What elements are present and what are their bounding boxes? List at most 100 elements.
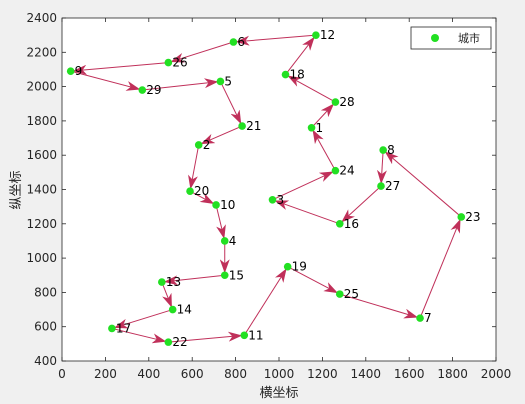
legend: 城市 — [410, 26, 492, 50]
city-label-23: 23 — [465, 210, 480, 224]
y-tick-label: 800 — [34, 285, 57, 299]
route-arrow-16-3 — [274, 200, 340, 225]
route-arrow-12-6 — [235, 34, 316, 46]
route-arrow-11-19 — [243, 268, 287, 336]
city-labels: 1234567891011121314151617181920212223242… — [75, 28, 481, 349]
y-tick-label: 1000 — [26, 251, 57, 265]
city-label-4: 4 — [229, 234, 237, 248]
plot-area — [62, 18, 496, 361]
city-label-6: 6 — [237, 35, 245, 49]
city-point-3 — [268, 195, 277, 204]
city-points — [66, 31, 466, 346]
city-point-13 — [158, 278, 166, 286]
route-arrow-9-29 — [70, 70, 141, 91]
city-point-6 — [229, 38, 238, 46]
city-label-10: 10 — [220, 198, 235, 212]
y-tick-label: 400 — [34, 354, 57, 368]
city-point-27 — [377, 182, 385, 190]
route-arrow-17-22 — [111, 327, 167, 344]
city-point-19 — [283, 262, 292, 271]
city-point-21 — [238, 122, 246, 130]
city-label-12: 12 — [320, 28, 335, 42]
city-label-8: 8 — [387, 143, 395, 157]
city-point-24 — [331, 166, 340, 175]
y-tick-label: 1600 — [26, 148, 57, 162]
route-arrow-22-11 — [168, 331, 243, 343]
route-arrow-19-25 — [287, 266, 338, 294]
x-tick-label: 2000 — [481, 367, 512, 381]
city-point-20 — [186, 187, 194, 196]
route-arrow-24-1 — [312, 129, 336, 171]
axes-box — [61, 17, 497, 362]
y-tick-label: 1200 — [26, 217, 57, 231]
tick-labels: 0 200 400 600 800 1000 1200 1400 1600 1800 2000 400… — [26, 11, 511, 381]
city-point-28 — [331, 98, 340, 106]
route-arrow-1-28 — [311, 103, 335, 129]
route-arrow-23-8 — [384, 151, 462, 218]
city-point-15 — [220, 271, 229, 280]
city-label-18: 18 — [290, 68, 305, 82]
city-label-14: 14 — [177, 303, 192, 317]
city-point-25 — [335, 290, 344, 298]
city-point-26 — [164, 58, 173, 67]
city-point-22 — [164, 338, 173, 346]
x-tick-label: 1600 — [394, 367, 425, 381]
city-point-4 — [220, 237, 229, 245]
city-label-20: 20 — [194, 184, 209, 198]
y-tick-label: 1800 — [26, 114, 57, 128]
city-label-26: 26 — [172, 56, 187, 70]
x-tick-label: 200 — [94, 367, 117, 381]
x-tick-label: 400 — [137, 367, 160, 381]
city-label-9: 9 — [75, 64, 83, 78]
city-point-23 — [457, 213, 466, 221]
route-arrow-14-17 — [113, 309, 173, 329]
city-label-11: 11 — [248, 328, 263, 342]
route-arrow-10-4 — [215, 204, 226, 240]
city-point-7 — [416, 314, 424, 322]
x-tick-label: 1000 — [264, 367, 295, 381]
route-arrow-18-12 — [285, 36, 315, 75]
route-arrow-13-14 — [161, 281, 173, 308]
legend-marker — [431, 34, 439, 42]
x-tick-label: 800 — [224, 367, 247, 381]
city-point-10 — [212, 201, 220, 209]
route-arrows — [70, 34, 462, 344]
route-arrow-27-16 — [341, 185, 382, 223]
city-label-17: 17 — [116, 321, 131, 335]
city-point-1 — [307, 123, 316, 132]
city-label-13: 13 — [166, 275, 181, 289]
y-tick-label: 2000 — [26, 80, 57, 94]
city-point-9 — [66, 67, 75, 75]
city-point-8 — [379, 146, 387, 154]
city-point-11 — [240, 331, 249, 340]
legend-box — [410, 26, 492, 50]
x-tick-label: 1800 — [437, 367, 468, 381]
city-point-16 — [335, 220, 344, 228]
city-label-27: 27 — [385, 179, 400, 193]
route-arrow-15-13 — [163, 274, 225, 286]
y-axis-label: 纵坐标 — [9, 170, 24, 209]
city-label-7: 7 — [424, 311, 432, 325]
city-label-5: 5 — [224, 74, 232, 88]
city-label-16: 16 — [344, 217, 359, 231]
route-arrow-29-5 — [142, 78, 219, 91]
x-tick-label: 600 — [181, 367, 204, 381]
route-arrow-6-26 — [170, 41, 234, 63]
x-tick-label: 0 — [58, 367, 66, 381]
route-arrow-21-2 — [200, 125, 243, 145]
route-arrow-25-7 — [339, 293, 419, 319]
city-label-29: 29 — [146, 83, 161, 97]
route-arrow-28-18 — [287, 75, 336, 103]
y-tick-label: 1400 — [26, 183, 57, 197]
city-point-2 — [194, 141, 203, 149]
route-arrow-5-21 — [219, 81, 242, 125]
city-point-18 — [281, 70, 290, 79]
route-arrow-20-10 — [189, 190, 215, 205]
route-arrow-2-20 — [188, 144, 200, 190]
y-tick-label: 2400 — [26, 11, 57, 25]
city-label-15: 15 — [229, 268, 244, 282]
city-point-12 — [312, 31, 320, 39]
route-arrow-8-27 — [376, 150, 387, 185]
city-label-3: 3 — [276, 193, 284, 207]
